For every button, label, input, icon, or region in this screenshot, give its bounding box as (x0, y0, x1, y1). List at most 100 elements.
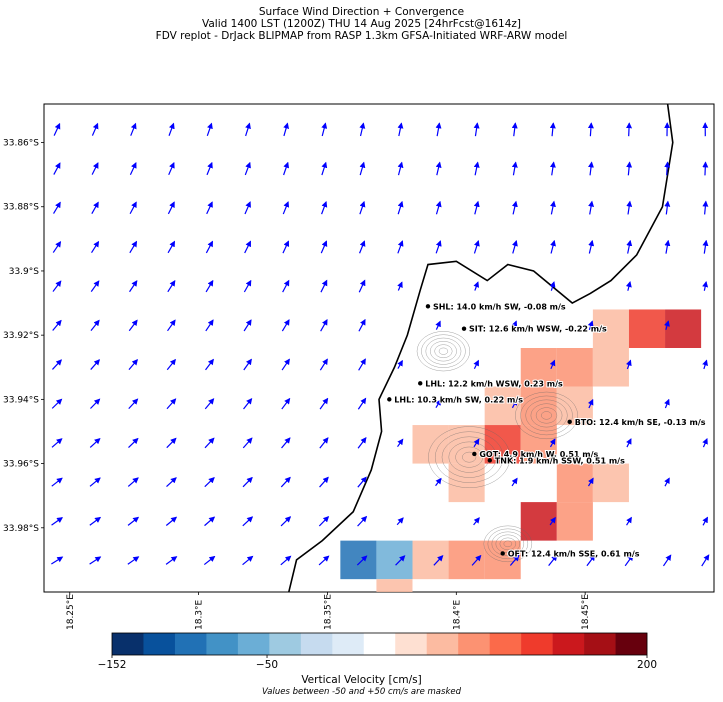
wind-arrow (702, 239, 709, 254)
station-marker (500, 551, 505, 556)
terrain-contour (438, 347, 449, 355)
terrain-contour (428, 426, 511, 489)
terrain-contour (515, 391, 578, 440)
colorbar-swatch (552, 633, 585, 655)
terrain-contour (434, 431, 504, 483)
terrain-contour (434, 344, 453, 359)
wind-arrow (702, 359, 708, 370)
wind-arrow (358, 279, 366, 293)
wind-arrow (165, 556, 178, 565)
velocity-cell (520, 348, 557, 387)
wind-arrow (51, 438, 63, 448)
wind-arrow (509, 554, 520, 566)
wind-arrow (626, 239, 633, 254)
wind-arrow (397, 359, 403, 369)
station-marker (487, 458, 493, 463)
wind-arrow (701, 554, 710, 567)
velocity-cell (448, 540, 485, 580)
station-marker (425, 304, 431, 309)
wind-arrow (129, 240, 138, 254)
colorbar-swatch (521, 633, 553, 655)
terrain-contour (421, 334, 466, 368)
wind-arrow (320, 279, 328, 293)
station-label: BTO: 12.4 km/h SE, -0.13 m/s (575, 418, 706, 427)
colorbar-swatch (489, 633, 522, 655)
colorbar-swatch (112, 633, 144, 655)
station-label: LHL: 12.2 km/h WSW, 0.23 m/s (425, 379, 563, 388)
wind-arrow (550, 239, 556, 254)
velocity-cell (340, 540, 377, 580)
velocity-cell (628, 309, 666, 348)
wind-arrow (129, 162, 137, 175)
chart-source: FDV replot - DrJack BLIPMAP from RASP 1.… (155, 30, 568, 42)
velocity-cell (592, 348, 629, 387)
y-tick-label: 33.86°S (3, 139, 39, 149)
terrain-contour (525, 399, 568, 432)
terrain-contour (483, 525, 533, 563)
wind-arrow (281, 437, 291, 449)
station-label: OFT: 12.4 km/h SSE, 0.61 m/s (508, 549, 640, 558)
wind-arrow (51, 398, 63, 409)
wind-arrow (53, 201, 61, 214)
wind-arrow (511, 320, 518, 330)
wind-arrow (283, 161, 290, 176)
y-tick-label: 33.96°S (3, 460, 39, 470)
terrain-contour (530, 403, 563, 428)
wind-arrow (435, 399, 442, 409)
station-marker (418, 381, 423, 386)
wind-arrow (204, 398, 215, 410)
wind-arrow (473, 122, 480, 137)
wind-arrow (204, 437, 215, 449)
wind-arrow (89, 556, 102, 565)
wind-arrow (435, 161, 442, 176)
wind-arrow (204, 516, 216, 527)
y-tick-label: 33.94°S (3, 395, 39, 405)
wind-arrow (586, 554, 596, 567)
wind-arrow (280, 555, 292, 566)
terrain-contour (487, 528, 529, 560)
wind-arrow (433, 555, 444, 566)
wind-arrow (588, 239, 595, 254)
terrain-contour (541, 411, 552, 420)
wind-arrow (320, 240, 328, 254)
wind-arrow (512, 239, 518, 254)
chart-title: Surface Wind Direction + Convergence (258, 6, 465, 18)
wind-arrow (702, 200, 709, 215)
colorbar-swatch (395, 633, 428, 655)
wind-arrow (319, 358, 328, 371)
wind-arrow (52, 280, 62, 292)
wind-arrow (205, 319, 214, 332)
wind-arrow (168, 122, 175, 136)
wind-arrow (321, 161, 328, 176)
velocity-cell (556, 502, 593, 541)
y-tick-label: 33.88°S (3, 203, 39, 213)
station-marker (472, 451, 477, 457)
wind-arrow (625, 281, 632, 291)
x-tick-label: 18.25°E (66, 594, 76, 630)
colorbar-swatch (332, 633, 365, 655)
wind-arrow (90, 319, 100, 331)
colorbar-label: Vertical Velocity [cm/s] (301, 674, 422, 686)
wind-arrow (242, 516, 254, 527)
wind-arrow (245, 122, 251, 137)
wind-arrow (166, 477, 177, 488)
wind-arrow (128, 358, 138, 371)
wind-arrow (587, 122, 594, 137)
colorbar-swatch (584, 633, 616, 655)
wind-arrow (243, 397, 253, 410)
wind-arrow (359, 240, 366, 254)
colorbar-swatch (143, 633, 176, 655)
wind-arrow (205, 358, 214, 371)
wind-arrow (319, 397, 329, 410)
wind-arrow (359, 161, 366, 176)
wind-arrow (588, 161, 594, 176)
wind-arrow (282, 279, 290, 293)
wind-arrow (243, 358, 252, 371)
wind-arrow (52, 359, 62, 370)
chart-valid-time: Valid 1400 LST (1200Z) THU 14 Aug 2025 [… (202, 18, 521, 30)
station-label: SHL: 14.0 km/h SW, -0.08 m/s (433, 302, 566, 311)
wind-arrow (89, 477, 101, 487)
y-tick-label: 33.92°S (3, 331, 39, 341)
station-label: TNK: 1.9 km/h SSW, 0.51 m/s (495, 456, 625, 465)
wind-arrow (397, 161, 404, 176)
